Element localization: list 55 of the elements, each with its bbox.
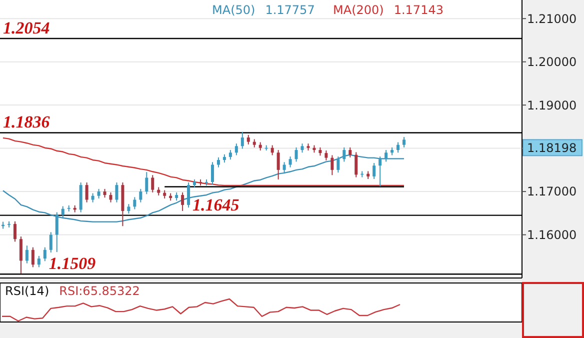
text: MA(50) xyxy=(212,3,256,17)
y-tick-label: 1.19000 xyxy=(527,98,577,112)
candlestick xyxy=(228,150,232,160)
candlestick xyxy=(97,188,100,199)
candlestick xyxy=(330,154,334,176)
candlestick xyxy=(25,245,28,264)
y-tick-label: 1.21000 xyxy=(527,12,577,26)
candlestick xyxy=(139,188,142,203)
candlestick xyxy=(402,136,406,148)
candlestick xyxy=(288,156,292,168)
series-label: RSI:65.85322 xyxy=(59,284,140,298)
ref-line-label: 1.1836 xyxy=(3,112,50,132)
candlestick xyxy=(240,131,244,150)
candlestick xyxy=(151,174,154,193)
candlestick xyxy=(187,182,190,208)
candlestick xyxy=(181,192,184,212)
candlestick xyxy=(324,150,328,161)
candlestick xyxy=(216,156,220,168)
candlestick xyxy=(396,142,400,154)
ref-line-label: 1.2054 xyxy=(3,18,50,38)
candlestick xyxy=(127,204,130,214)
annotation: 1.17143 xyxy=(394,3,444,17)
y-tick-label: 1.16000 xyxy=(527,228,577,242)
candlestick xyxy=(246,134,250,145)
text: MA(200) xyxy=(333,3,384,17)
candlestick xyxy=(115,182,118,203)
candlestick xyxy=(133,196,136,210)
candlestick xyxy=(276,150,280,180)
text: 1.18198 xyxy=(527,140,577,155)
candlestick xyxy=(234,143,238,156)
chart-title: RSI(14) xyxy=(5,284,50,298)
candlestick xyxy=(270,144,274,156)
candlestick xyxy=(61,206,64,218)
candlestick xyxy=(294,146,298,162)
annotation: 1.17757 xyxy=(265,3,315,17)
candlestick xyxy=(85,182,88,203)
candlestick xyxy=(282,162,286,174)
candlestick xyxy=(31,246,34,268)
candlestick xyxy=(37,255,40,268)
candlestick xyxy=(49,232,52,253)
ref-line-label: 1.1509 xyxy=(48,254,96,274)
line-series xyxy=(2,137,405,186)
candlestick xyxy=(354,152,358,178)
candlestick xyxy=(19,236,22,274)
y-tick-label: 1.17000 xyxy=(527,184,577,199)
y-tick-label: 1.20000 xyxy=(527,55,577,70)
candlestick xyxy=(43,246,46,262)
candlestick xyxy=(372,162,376,180)
candlestick xyxy=(109,192,112,203)
ref-line-label: 1.1645 xyxy=(192,195,240,214)
candlestick xyxy=(300,143,304,154)
candlestick xyxy=(210,162,214,186)
candlestick xyxy=(13,220,16,242)
candlestick xyxy=(145,172,148,195)
candlestick xyxy=(348,146,352,158)
